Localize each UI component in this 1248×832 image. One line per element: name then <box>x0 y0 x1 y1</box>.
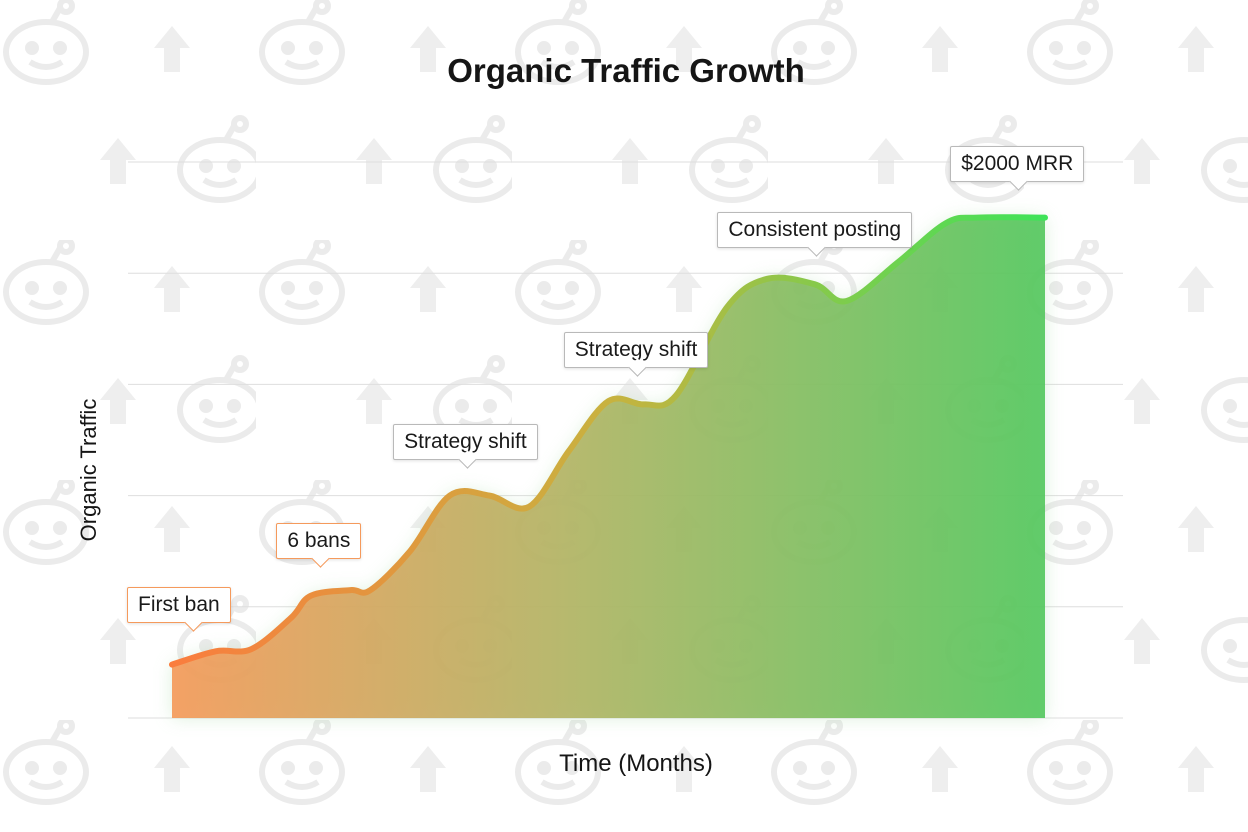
data-point <box>606 398 612 404</box>
annotation-label: First ban <box>127 586 231 632</box>
y-axis-label: Organic Traffic <box>76 398 101 542</box>
data-point <box>447 493 453 499</box>
data-point <box>566 448 572 454</box>
data-point <box>248 646 254 652</box>
area-fill <box>172 217 1045 718</box>
data-point <box>812 281 818 287</box>
data-point <box>1042 215 1048 221</box>
data-point <box>943 220 949 226</box>
annotation-label: $2000 MRR <box>950 145 1085 191</box>
annotation-text: $2000 MRR <box>961 151 1074 175</box>
data-point <box>526 504 532 510</box>
series-line <box>169 214 1048 668</box>
data-point <box>673 393 679 399</box>
annotation-label: 6 bans <box>276 522 362 568</box>
x-axis-label: Time (Months) <box>559 750 713 777</box>
data-point <box>725 304 731 310</box>
annotation-label: Strategy shift <box>393 423 538 469</box>
data-point <box>895 259 901 265</box>
data-point <box>764 276 770 282</box>
data-point <box>641 401 647 407</box>
chart-title: Organic Traffic Growth <box>447 52 805 89</box>
data-point <box>348 587 354 593</box>
annotation-text: Strategy shift <box>404 429 527 453</box>
data-point <box>288 615 294 621</box>
data-point <box>367 587 373 593</box>
data-point <box>169 662 175 668</box>
annotation-text: 6 bans <box>287 528 351 552</box>
annotation-text: Strategy shift <box>574 337 698 361</box>
data-point <box>486 493 492 499</box>
data-point <box>844 298 850 304</box>
annotation-label: Consistent posting <box>717 212 913 258</box>
data-point <box>975 215 981 221</box>
annotation-text: Consistent posting <box>728 218 902 242</box>
data-point <box>407 548 413 554</box>
annotation-label: Strategy shift <box>563 331 709 377</box>
data-point <box>308 593 314 599</box>
annotation-text: First ban <box>138 592 220 616</box>
data-point <box>213 648 219 654</box>
